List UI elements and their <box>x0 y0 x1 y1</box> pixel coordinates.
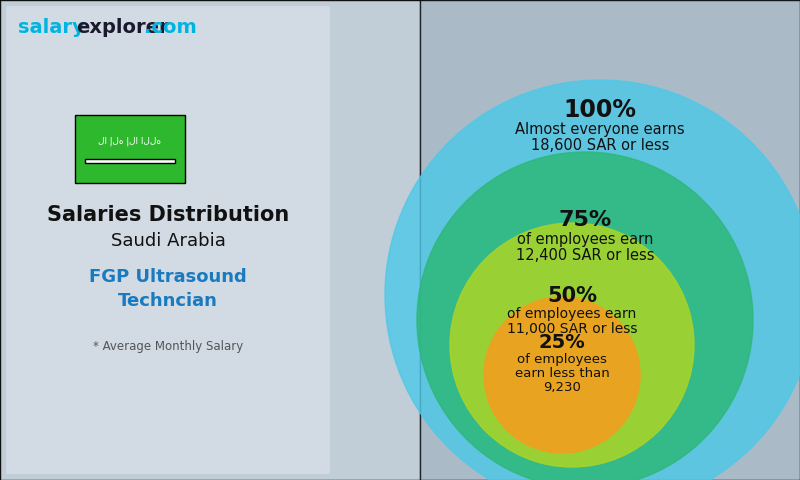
Circle shape <box>450 223 694 467</box>
Text: Techncian: Techncian <box>118 292 218 310</box>
Circle shape <box>484 297 640 453</box>
Circle shape <box>385 80 800 480</box>
Text: Saudi Arabia: Saudi Arabia <box>110 232 226 250</box>
Text: Salaries Distribution: Salaries Distribution <box>47 205 289 225</box>
Text: * Average Monthly Salary: * Average Monthly Salary <box>93 340 243 353</box>
Text: FGP Ultrasound: FGP Ultrasound <box>89 268 247 286</box>
Text: 18,600 SAR or less: 18,600 SAR or less <box>531 138 669 153</box>
Text: of employees earn: of employees earn <box>517 232 653 247</box>
Text: 12,400 SAR or less: 12,400 SAR or less <box>516 248 654 263</box>
Text: 50%: 50% <box>547 286 597 306</box>
Text: .com: .com <box>144 18 197 37</box>
Text: salary: salary <box>18 18 85 37</box>
Text: of employees earn: of employees earn <box>507 307 637 321</box>
Text: 9,230: 9,230 <box>543 381 581 394</box>
FancyBboxPatch shape <box>6 6 330 474</box>
FancyBboxPatch shape <box>420 0 800 480</box>
Text: earn less than: earn less than <box>514 367 610 380</box>
FancyBboxPatch shape <box>85 159 175 163</box>
Text: explorer: explorer <box>76 18 169 37</box>
Text: of employees: of employees <box>517 353 607 366</box>
Text: 75%: 75% <box>558 210 612 230</box>
Text: 25%: 25% <box>538 333 586 352</box>
Text: Almost everyone earns: Almost everyone earns <box>515 122 685 137</box>
Text: 11,000 SAR or less: 11,000 SAR or less <box>506 322 638 336</box>
Circle shape <box>417 152 753 480</box>
Text: لا إله إلا الله: لا إله إلا الله <box>98 136 162 145</box>
FancyBboxPatch shape <box>0 0 420 480</box>
Text: 100%: 100% <box>563 98 637 122</box>
FancyBboxPatch shape <box>75 115 185 183</box>
